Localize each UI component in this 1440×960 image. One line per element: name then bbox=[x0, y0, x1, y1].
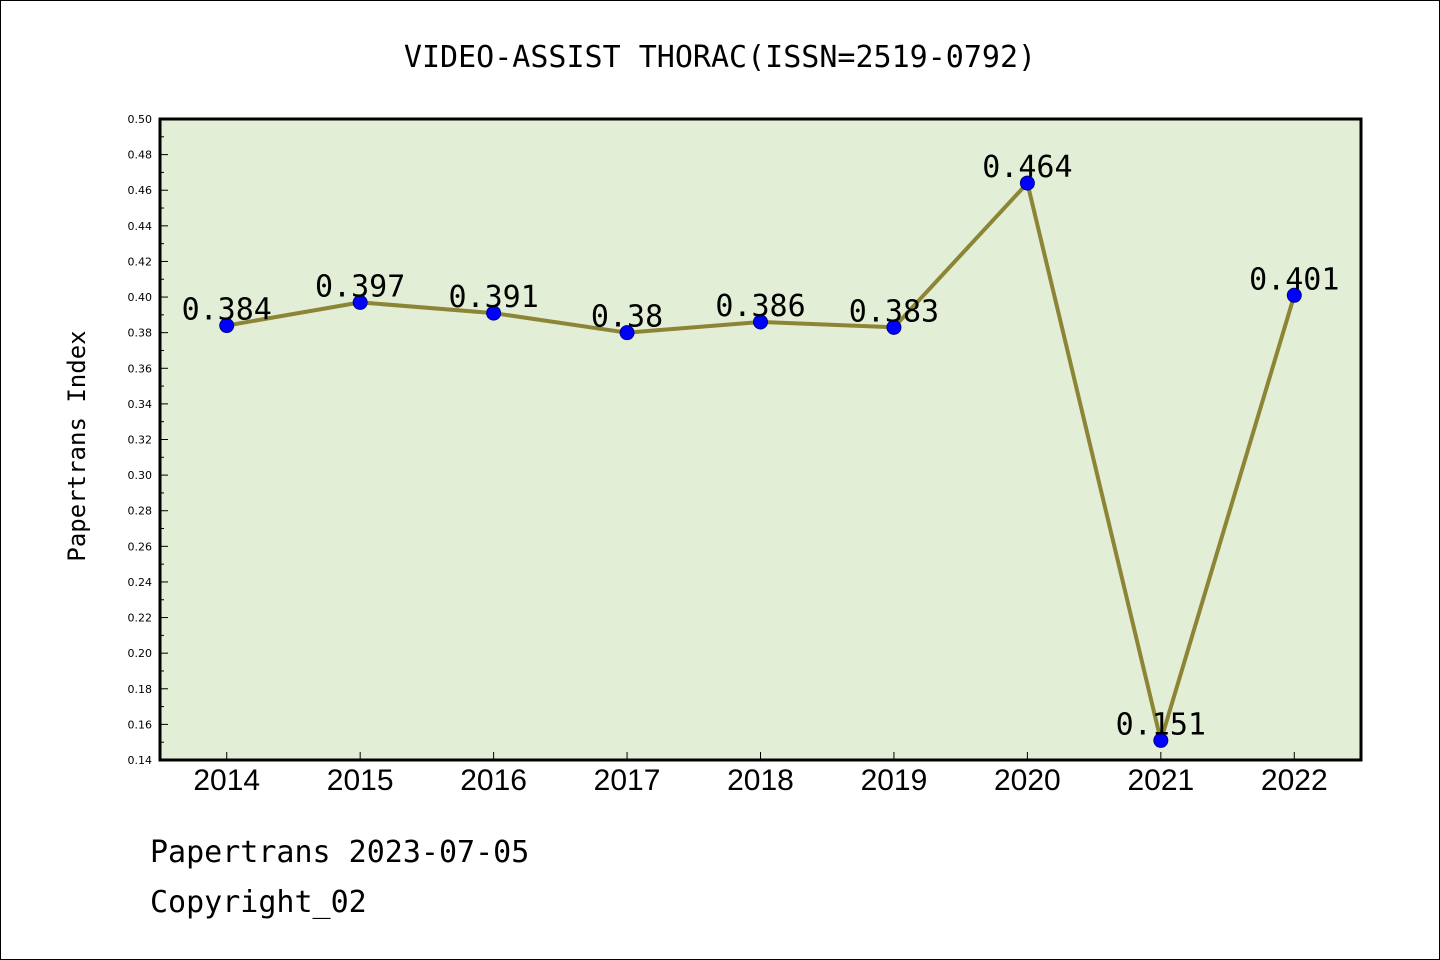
data-label: 0.386 bbox=[715, 289, 805, 324]
x-tick-label: 2020 bbox=[994, 764, 1061, 797]
data-label: 0.401 bbox=[1249, 262, 1339, 297]
y-tick-label: 0.14 bbox=[128, 754, 153, 767]
y-tick-label: 0.42 bbox=[128, 255, 153, 268]
data-label: 0.464 bbox=[982, 150, 1072, 185]
x-tick-label: 2019 bbox=[861, 764, 928, 797]
data-point bbox=[486, 305, 502, 321]
data-label: 0.384 bbox=[182, 293, 272, 328]
x-tick-label: 2014 bbox=[193, 764, 260, 797]
footer-date: Papertrans 2023-07-05 bbox=[150, 835, 530, 870]
y-tick-label: 0.26 bbox=[128, 540, 153, 553]
y-tick-label: 0.50 bbox=[128, 113, 153, 126]
y-tick-label: 0.20 bbox=[128, 647, 153, 660]
y-tick-label: 0.46 bbox=[128, 184, 153, 197]
y-axis: 0.14 0.16 0.18 0.20 0.22 0.24 0.26 0.28 0.30 0.32… bbox=[128, 113, 168, 767]
y-tick-label: 0.30 bbox=[128, 469, 153, 482]
y-tick-label: 0.44 bbox=[128, 220, 153, 233]
y-tick-label: 0.38 bbox=[128, 327, 153, 340]
y-tick-label: 0.36 bbox=[128, 362, 153, 375]
x-tick-label: 2018 bbox=[727, 764, 794, 797]
series-layer: 0.384 0.397 0.391 0.38 0.386 0.383 0.464 0.151 0… bbox=[182, 150, 1339, 748]
data-point bbox=[219, 318, 235, 334]
y-tick-label: 0.48 bbox=[128, 149, 153, 162]
data-point bbox=[1286, 287, 1302, 303]
data-point bbox=[1019, 175, 1035, 191]
y-tick-label: 0.34 bbox=[128, 398, 153, 411]
data-label: 0.383 bbox=[849, 294, 939, 329]
x-tick-label: 2021 bbox=[1127, 764, 1194, 797]
y-tick-label: 0.40 bbox=[128, 291, 153, 304]
x-tick-label: 2017 bbox=[594, 764, 661, 797]
data-point bbox=[886, 319, 902, 335]
y-tick-label: 0.18 bbox=[128, 683, 153, 696]
footer-copyright: Copyright_02 bbox=[150, 885, 367, 920]
y-tick-label: 0.28 bbox=[128, 505, 153, 518]
x-tick-label: 2022 bbox=[1261, 764, 1328, 797]
data-label: 0.38 bbox=[591, 300, 663, 335]
data-label: 0.397 bbox=[315, 269, 405, 304]
data-label: 0.151 bbox=[1116, 707, 1206, 742]
plot-area bbox=[158, 117, 1363, 762]
x-tick-label: 2015 bbox=[327, 764, 394, 797]
chart-title: VIDEO-ASSIST THORAC(ISSN=2519-0792) bbox=[404, 40, 1036, 75]
y-tick-label: 0.32 bbox=[128, 434, 153, 447]
x-axis: 2014 2015 2016 2017 2018 2019 2020 2021 2022 bbox=[193, 752, 1328, 797]
data-point bbox=[753, 314, 768, 330]
data-label: 0.391 bbox=[448, 280, 538, 315]
y-tick-label: 0.16 bbox=[128, 718, 153, 731]
x-tick-label: 2016 bbox=[460, 764, 527, 797]
y-tick-label: 0.22 bbox=[128, 612, 153, 625]
data-point bbox=[619, 325, 635, 341]
y-axis-label: Papertrans Index bbox=[63, 330, 91, 561]
y-tick-label: 0.24 bbox=[128, 576, 153, 589]
data-point bbox=[352, 294, 368, 310]
data-point bbox=[1153, 732, 1169, 748]
